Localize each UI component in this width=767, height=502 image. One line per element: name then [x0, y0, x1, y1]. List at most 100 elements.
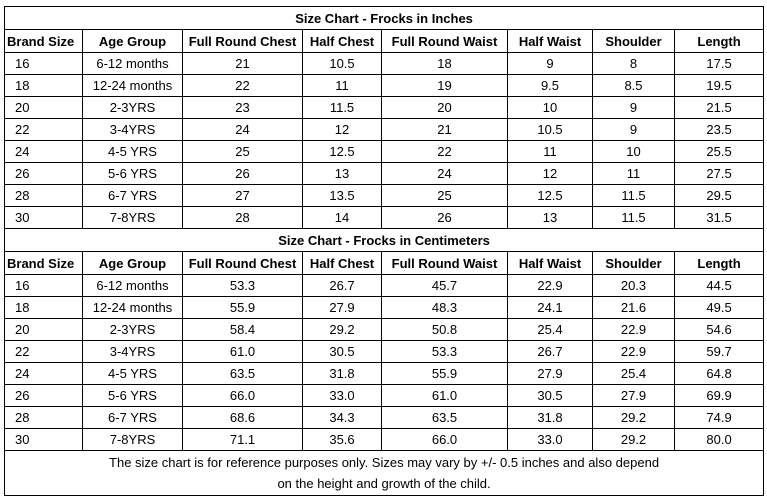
cell: 45.7 [381, 274, 508, 297]
header-cell: Age Group [82, 251, 183, 275]
cell: 2-3YRS [82, 96, 183, 119]
cell: 29.5 [673, 184, 765, 207]
data-row: 16 6-12 months 53.3 26.7 45.7 22.9 20.3 44.5 [4, 274, 765, 297]
title-row: Size Chart - Frocks in Inches [3, 6, 765, 30]
cell: 5-6 YRS [82, 384, 183, 407]
data-row: 24 4-5 YRS 25 12.5 22 11 10 25.5 [4, 140, 765, 163]
cell: 18 [4, 74, 83, 97]
cell: 7-8YRS [82, 206, 183, 229]
cell: 6-7 YRS [82, 406, 183, 429]
cell: 25.4 [592, 362, 675, 385]
cell: 26.7 [507, 340, 593, 363]
header-cell: Shoulder [592, 29, 675, 53]
cell: 35.6 [302, 428, 382, 451]
cell: 11.5 [592, 206, 675, 229]
footer-line: on the height and growth of the child. [277, 476, 491, 491]
cell: 26 [381, 206, 508, 229]
header-cell: Length [673, 29, 765, 53]
data-row: 30 7-8YRS 28 14 26 13 11.5 31.5 [4, 206, 765, 229]
cell: 30.5 [507, 384, 593, 407]
cell: 24.1 [507, 296, 593, 319]
cell: 28 [4, 184, 83, 207]
header-cell: Full Round Chest [182, 251, 303, 275]
data-row: 18 12-24 months 55.9 27.9 48.3 24.1 21.6 49.5 [4, 296, 765, 319]
cell: 27.9 [302, 296, 382, 319]
cell: 44.5 [673, 274, 765, 297]
cell: 55.9 [381, 362, 508, 385]
cell: 24 [4, 140, 83, 163]
header-row: Brand Size Age Group Full Round Chest Half … [4, 251, 765, 275]
cell: 25 [182, 140, 303, 163]
cell: 13 [507, 206, 593, 229]
title-row: Size Chart - Frocks in Centimeters [3, 228, 765, 252]
header-cell: Full Round Chest [182, 29, 303, 53]
data-row: 30 7-8YRS 71.1 35.6 66.0 33.0 29.2 80.0 [4, 428, 765, 451]
cell: 21.5 [673, 96, 765, 119]
data-row: 26 5-6 YRS 66.0 33.0 61.0 30.5 27.9 69.9 [4, 384, 765, 407]
cell: 30.5 [302, 340, 382, 363]
cell: 22 [381, 140, 508, 163]
cell: 74.9 [673, 406, 765, 429]
cell: 13.5 [302, 184, 382, 207]
cell: 22 [4, 340, 83, 363]
cell: 48.3 [381, 296, 508, 319]
header-cell: Length [673, 251, 765, 275]
cell: 29.2 [592, 406, 675, 429]
cell: 54.6 [673, 318, 765, 341]
cell: 22.9 [592, 340, 675, 363]
cell: 20.3 [592, 274, 675, 297]
cell: 21 [182, 52, 303, 75]
cell: 11 [592, 162, 675, 185]
cell: 27.5 [673, 162, 765, 185]
header-cell: Half Chest [302, 251, 382, 275]
cell: 68.6 [182, 406, 303, 429]
cell: 8 [592, 52, 675, 75]
cell: 34.3 [302, 406, 382, 429]
cell: 23 [182, 96, 303, 119]
cell: 29.2 [592, 428, 675, 451]
data-row: 24 4-5 YRS 63.5 31.8 55.9 27.9 25.4 64.8 [4, 362, 765, 385]
cell: 22.9 [592, 318, 675, 341]
cell: 22 [4, 118, 83, 141]
cell: 19 [381, 74, 508, 97]
cell: 5-6 YRS [82, 162, 183, 185]
cell: 29.2 [302, 318, 382, 341]
footer-row: The size chart is for reference purposes… [3, 450, 765, 496]
cell: 28 [4, 406, 83, 429]
cell: 27.9 [507, 362, 593, 385]
header-cell: Half Waist [507, 251, 593, 275]
cell: 16 [4, 274, 83, 297]
cell: 66.0 [381, 428, 508, 451]
cell: 12.5 [507, 184, 593, 207]
cell: 61.0 [381, 384, 508, 407]
cell: 20 [4, 96, 83, 119]
header-cell: Age Group [82, 29, 183, 53]
data-row: 16 6-12 months 21 10.5 18 9 8 17.5 [4, 52, 765, 75]
cell: 4-5 YRS [82, 362, 183, 385]
footer-note: The size chart is for reference purposes… [3, 450, 765, 496]
cell: 33.0 [302, 384, 382, 407]
cell: 63.5 [381, 406, 508, 429]
cell: 26.7 [302, 274, 382, 297]
header-cell: Full Round Waist [381, 29, 508, 53]
cell: 30 [4, 428, 83, 451]
cell: 23.5 [673, 118, 765, 141]
cell: 13 [302, 162, 382, 185]
data-row: 20 2-3YRS 58.4 29.2 50.8 25.4 22.9 54.6 [4, 318, 765, 341]
cell: 10.5 [507, 118, 593, 141]
cell: 7-8YRS [82, 428, 183, 451]
cell: 55.9 [182, 296, 303, 319]
cell: 20 [4, 318, 83, 341]
cell: 59.7 [673, 340, 765, 363]
cell: 9 [592, 96, 675, 119]
data-row: 28 6-7 YRS 68.6 34.3 63.5 31.8 29.2 74.9 [4, 406, 765, 429]
cell: 30 [4, 206, 83, 229]
cell: 80.0 [673, 428, 765, 451]
footer-line: The size chart is for reference purposes… [109, 455, 660, 470]
cell: 11 [302, 74, 382, 97]
cell: 71.1 [182, 428, 303, 451]
data-row: 28 6-7 YRS 27 13.5 25 12.5 11.5 29.5 [4, 184, 765, 207]
cell: 19.5 [673, 74, 765, 97]
cell: 12-24 months [82, 296, 183, 319]
